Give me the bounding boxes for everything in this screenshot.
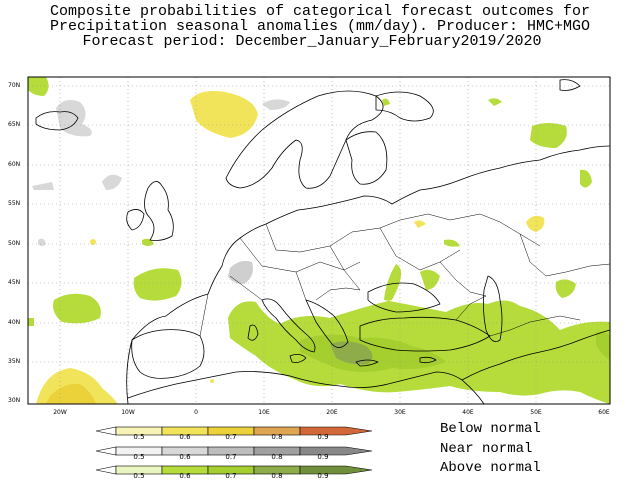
below-bar-segment: [299, 426, 373, 436]
lat-label: 45N: [8, 279, 21, 286]
near-tick: 0.8: [271, 453, 283, 461]
below-tick: 0.8: [271, 433, 283, 441]
graticule: [28, 77, 610, 404]
near-tick: 0.7: [225, 453, 237, 461]
above-normal-areas: [28, 77, 610, 404]
near-tick: 0.6: [179, 453, 191, 461]
above-bar-segment: [299, 465, 373, 475]
below-normal-bar: [95, 426, 373, 436]
lat-label: 30N: [8, 397, 21, 404]
below-normal-areas: [36, 91, 545, 404]
lon-label: 20W: [53, 409, 67, 416]
legend-below-normal: Below normal: [440, 421, 541, 437]
lon-label: 10E: [258, 409, 270, 416]
lon-label: 10W: [121, 409, 135, 416]
above-tick: 0.9: [317, 472, 329, 480]
below-tick: 0.9: [317, 433, 329, 441]
lon-label: 20E: [326, 409, 338, 416]
lon-label: 40E: [462, 409, 474, 416]
lat-label: 40N: [8, 319, 21, 326]
above-bar-left-tip: [95, 465, 117, 475]
title-line-1: Composite probabilities of categorical f…: [49, 3, 591, 20]
lon-label: 0: [194, 409, 198, 416]
above-tick: 0.7: [225, 472, 237, 480]
near-bar-left-tip: [95, 446, 117, 456]
title-line-3: Forecast period: December_January_Februa…: [82, 33, 542, 50]
legend-above-normal: Above normal: [440, 460, 541, 476]
above-normal-bar: [95, 465, 373, 475]
below-tick: 0.7: [225, 433, 237, 441]
near-tick: 0.9: [317, 453, 329, 461]
lat-label: 70N: [8, 82, 21, 89]
lon-label: 60E: [598, 409, 610, 416]
lat-label: 55N: [8, 200, 21, 207]
above-tick: 0.6: [179, 472, 191, 480]
lat-label: 60N: [8, 161, 21, 168]
above-tick: 0.8: [271, 472, 283, 480]
lon-label: 50E: [530, 409, 542, 416]
lon-label: 30E: [394, 409, 406, 416]
coastlines: [35, 79, 611, 405]
below-tick: 0.6: [179, 433, 191, 441]
near-tick: 0.5: [133, 453, 145, 461]
near-normal-bar: [95, 446, 373, 456]
below-tick: 0.5: [133, 433, 145, 441]
legend-near-normal: Near normal: [440, 441, 533, 457]
legend-bars: [95, 426, 373, 475]
lat-label: 65N: [8, 121, 21, 128]
lat-label: 35N: [8, 358, 21, 365]
below-bar-left-tip: [95, 426, 117, 436]
country-borders: [199, 213, 611, 337]
lat-label: 50N: [8, 240, 21, 247]
title-line-2: Precipitation seasonal anomalies (mm/day…: [49, 18, 591, 35]
above-tick: 0.5: [133, 472, 145, 480]
near-bar-segment: [299, 446, 373, 456]
